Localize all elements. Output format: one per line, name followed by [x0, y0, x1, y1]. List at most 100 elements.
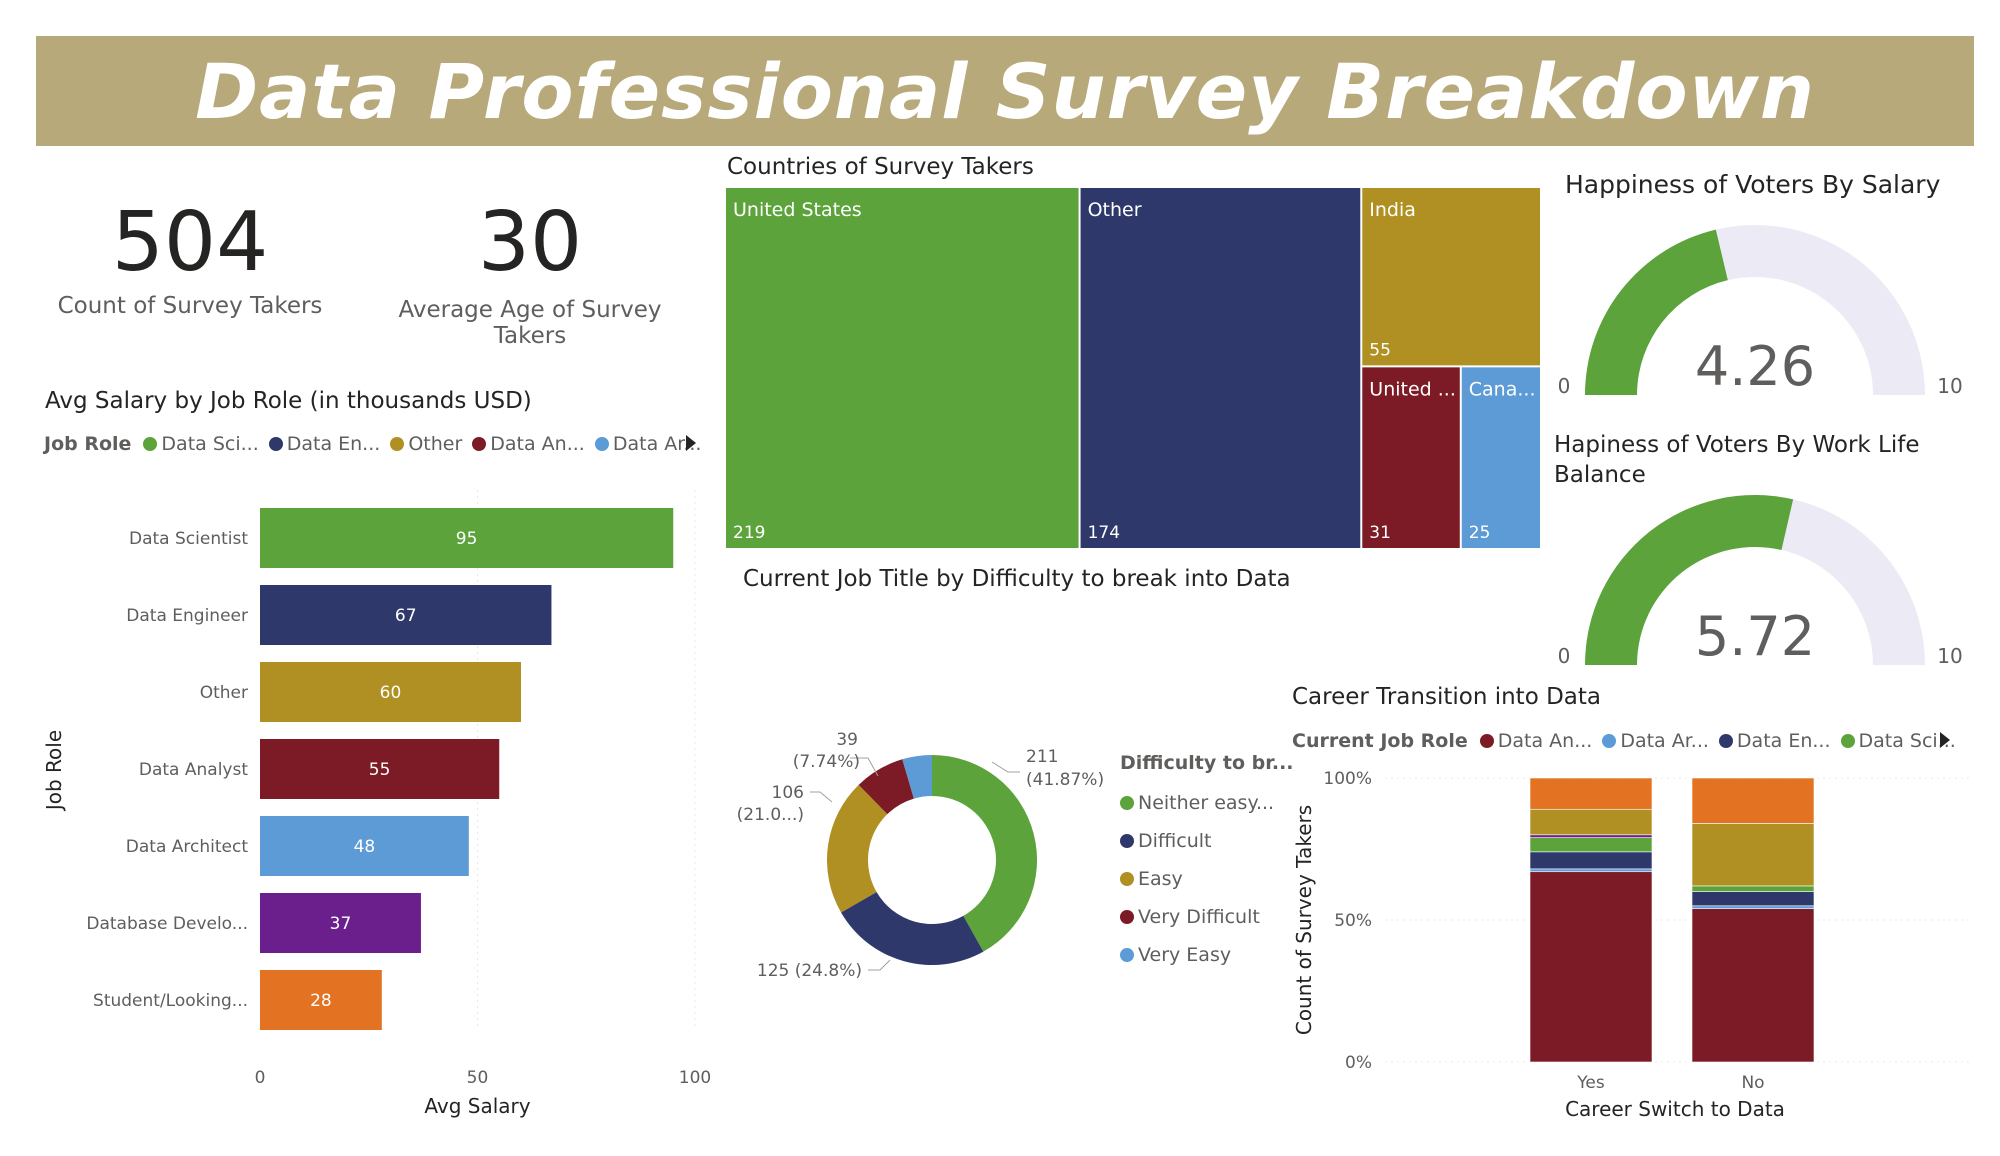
- difficulty-legend-item[interactable]: Difficult: [1120, 822, 1274, 860]
- difficulty-legend-item[interactable]: Easy: [1120, 860, 1274, 898]
- gauge-min-label: 0: [1558, 374, 1571, 398]
- salary-legend-next-icon[interactable]: [686, 435, 696, 451]
- career-category-label: Yes: [1576, 1073, 1605, 1093]
- salary-category-label: Other: [200, 683, 248, 703]
- donut-data-label: 106: [772, 783, 804, 803]
- legend-label: Data An...: [490, 433, 585, 455]
- salary-bar: [260, 739, 500, 799]
- treemap-cell: [1362, 188, 1540, 366]
- treemap-cell: [1080, 188, 1361, 548]
- legend-dot: [1120, 948, 1134, 962]
- salary-legend-item[interactable]: Data An...: [472, 433, 585, 455]
- career-y-axis-title: Count of Survey Takers: [1292, 805, 1316, 1035]
- salary-category-label: Database Develo...: [86, 914, 248, 934]
- difficulty-legend-item[interactable]: Very Difficult: [1120, 898, 1274, 936]
- difficulty-legend-item[interactable]: Neither easy...: [1120, 784, 1274, 822]
- donut-data-label: 39: [836, 730, 858, 750]
- career-ytick: 100%: [1323, 769, 1372, 789]
- salary-data-label: 37: [330, 914, 352, 934]
- treemap-cell-value: 219: [733, 523, 765, 543]
- salary-legend-item[interactable]: Other: [390, 433, 462, 455]
- career-legend-item[interactable]: Data Sci...: [1840, 730, 1956, 752]
- legend-dot: [390, 437, 405, 451]
- legend-dot: [594, 437, 609, 451]
- career-ytick: 50%: [1334, 911, 1372, 931]
- salary-bar: [260, 816, 469, 876]
- salary-data-label: 95: [456, 529, 478, 549]
- salary-bar: [260, 662, 521, 722]
- legend-label: Difficult: [1138, 830, 1212, 852]
- salary-y-axis-title: Job Role: [42, 730, 66, 812]
- gauge-max-label: 10: [1937, 374, 1962, 398]
- gauge-wlb: 5.72 0 10: [1558, 495, 1963, 668]
- career-bar-segment: [1529, 871, 1653, 1063]
- salary-category-label: Data Engineer: [126, 606, 248, 626]
- donut-leader-line: [850, 757, 879, 777]
- salary-legend: Job Role Data Sci... Data En... Other Da…: [44, 433, 711, 455]
- donut-slice: [858, 759, 914, 815]
- difficulty-legend: Neither easy... Difficult Easy Very Difficu…: [1120, 784, 1274, 974]
- gauge-salary: 4.26 0 10: [1558, 225, 1963, 398]
- salary-xtick: 50: [467, 1068, 489, 1088]
- career-bar-segment: [1529, 834, 1653, 838]
- career-bar-segment: [1691, 885, 1815, 892]
- legend-dot: [1840, 734, 1855, 748]
- title-banner: Data Professional Survey Breakdown: [36, 36, 1974, 146]
- legend-dot: [1120, 796, 1134, 810]
- donut-data-label: 125 (24.8%): [757, 961, 862, 981]
- career-legend-next-icon[interactable]: [1940, 732, 1950, 748]
- difficulty-donut-chart: 211 (41.87%) 106(21.0...) 39(7.74%) 125 (24.…: [737, 730, 1104, 981]
- career-legend-item[interactable]: Data En...: [1718, 730, 1831, 752]
- difficulty-legend-item[interactable]: Very Easy: [1120, 936, 1274, 974]
- legend-label: Very Difficult: [1138, 906, 1260, 928]
- legend-label: Data En...: [1736, 730, 1831, 752]
- salary-legend-item[interactable]: Data Ar...: [594, 433, 702, 455]
- salary-category-label: Data Scientist: [129, 529, 248, 549]
- legend-label: Data Ar...: [612, 433, 702, 455]
- salary-legend-title: Job Role: [44, 433, 132, 455]
- difficulty-chart-title: Current Job Title by Difficulty to break…: [743, 566, 1291, 592]
- treemap-cell-value: 55: [1369, 340, 1391, 360]
- kpi-count-label: Count of Survey Takers: [57, 293, 323, 319]
- career-bar-segment: [1529, 777, 1653, 810]
- career-legend-item[interactable]: Data An...: [1479, 730, 1593, 752]
- legend-dot: [472, 437, 487, 451]
- salary-bar: [260, 893, 421, 953]
- gauge-max-label: 10: [1937, 644, 1962, 668]
- salary-category-label: Student/Looking...: [93, 991, 248, 1011]
- donut-data-label: (41.87%): [1026, 770, 1104, 790]
- legend-label: Data Sci...: [161, 433, 259, 455]
- career-bar-segment: [1529, 851, 1653, 870]
- career-bar-segment: [1691, 777, 1815, 824]
- treemap-cell-label: United ...: [1369, 378, 1456, 400]
- donut-leader-line: [868, 959, 891, 971]
- treemap-cell: [1461, 367, 1540, 548]
- career-bar-segment: [1529, 837, 1653, 853]
- donut-slice: [932, 755, 1037, 952]
- page-title: Data Professional Survey Breakdown: [195, 46, 1815, 136]
- legend-label: Neither easy...: [1138, 792, 1275, 814]
- salary-bar: [260, 585, 552, 645]
- treemap-cell-label: Cana...: [1469, 378, 1536, 400]
- legend-label: Other: [408, 433, 463, 455]
- salary-legend-item[interactable]: Data En...: [268, 433, 380, 455]
- legend-dot: [1120, 872, 1134, 886]
- donut-slice: [827, 784, 888, 913]
- treemap-cell: [726, 188, 1079, 548]
- difficulty-legend-title: Difficulty to br...: [1120, 752, 1294, 774]
- treemap-cell-label: United States: [733, 199, 862, 221]
- donut-data-label: (21.0...): [737, 805, 804, 825]
- career-legend-item[interactable]: Data Ar...: [1602, 730, 1709, 752]
- salary-data-label: 48: [354, 837, 376, 857]
- kpi-age-label: Average Age of Survey Takers: [398, 297, 662, 349]
- career-ytick: 0%: [1345, 1053, 1372, 1073]
- salary-bar: [260, 970, 382, 1030]
- donut-slice: [902, 755, 932, 799]
- salary-legend-item[interactable]: Data Sci...: [143, 433, 259, 455]
- legend-label: Data An...: [1497, 730, 1593, 752]
- treemap-cell-label: India: [1369, 199, 1416, 221]
- legend-label: Very Easy: [1138, 944, 1232, 966]
- legend-label: Easy: [1138, 868, 1183, 890]
- kpi-count-value: 504: [111, 195, 269, 290]
- career-legend-title: Current Job Role: [1292, 730, 1468, 752]
